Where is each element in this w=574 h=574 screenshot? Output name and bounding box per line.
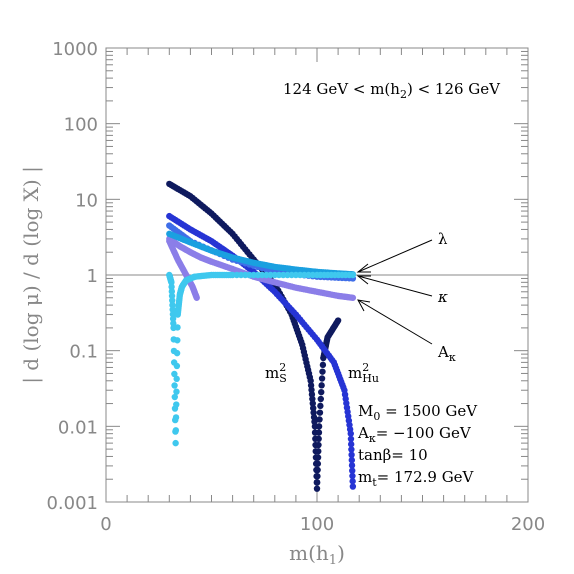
series-dot <box>314 466 321 474</box>
data-point <box>315 423 323 430</box>
series-dot <box>168 292 176 300</box>
data-point <box>349 483 357 490</box>
series-dot <box>348 446 355 453</box>
series-lambda_low <box>166 271 357 447</box>
series-dot <box>348 456 356 464</box>
series-dot <box>349 467 356 474</box>
series-dot <box>169 311 177 318</box>
series-dot <box>314 479 321 486</box>
series-dot <box>318 375 326 382</box>
series-dot <box>348 451 355 459</box>
series-dot <box>169 301 176 309</box>
label-mhu2: m2 Hu <box>348 361 379 385</box>
series-dot <box>347 441 355 448</box>
param-tanbeta: tanβ= 10 <box>358 446 428 464</box>
series-dot <box>168 288 176 295</box>
data-point <box>168 279 175 286</box>
series-dot <box>349 472 356 480</box>
series-dot <box>173 375 180 383</box>
series-dot <box>174 337 181 344</box>
tick-labels: 0.001 0.01 0.1 1 10 100 1000 0 100 200 <box>46 39 545 535</box>
data-point <box>349 271 357 279</box>
x-tick-label: 200 <box>511 514 545 535</box>
label-ms2: m2 S <box>265 361 287 385</box>
series-dot <box>170 320 177 327</box>
series-dot <box>315 448 322 455</box>
series-dot <box>316 416 323 423</box>
x-tick-label: 0 <box>100 514 111 535</box>
series-dot <box>315 441 322 449</box>
series-dot <box>317 402 324 410</box>
series-dot <box>319 361 327 369</box>
series-dot <box>315 429 323 436</box>
y-tick-label: 100 <box>64 115 98 136</box>
series-dot <box>171 370 178 378</box>
param-m0: M0 = 1500 GeV <box>358 402 478 423</box>
series-dot <box>173 401 180 408</box>
series-dot <box>314 454 322 461</box>
series-dot <box>314 460 322 467</box>
y-tick-label: 10 <box>75 190 98 211</box>
data-point <box>347 430 354 437</box>
series-dot <box>318 382 325 389</box>
series-dot <box>349 478 356 485</box>
data-point <box>334 317 342 324</box>
series-dot <box>315 435 322 443</box>
series-dot <box>319 368 326 375</box>
series-dot <box>316 409 324 416</box>
arrow-kappa <box>356 275 433 297</box>
plot-area: 0.001 0.01 0.1 1 10 100 1000 0 100 200 <box>46 39 545 535</box>
x-axis-title: m(h1) <box>289 541 345 568</box>
series-dot <box>172 427 180 434</box>
y-tick-label: 1 <box>87 266 98 287</box>
series-dot <box>173 362 181 370</box>
y-tick-label: 0.1 <box>69 342 98 363</box>
data-point <box>349 294 357 301</box>
data-point <box>193 294 200 301</box>
series-dot <box>173 349 181 357</box>
series-dot <box>314 473 321 480</box>
y-axis-title: | d (log μ) / d (log X) | <box>19 166 44 384</box>
series-dot <box>172 414 180 421</box>
arrow-a-kappa <box>357 299 433 345</box>
series-dot <box>173 388 180 395</box>
series-dot <box>318 388 325 396</box>
series-dot <box>171 382 178 389</box>
param-akappa: Aκ= −100 GeV <box>357 424 472 445</box>
data-point <box>172 439 179 447</box>
label-kappa: κ <box>437 288 448 306</box>
annotation-top: 124 GeV < m(h2) < 126 GeV <box>283 80 501 101</box>
series-kappa <box>166 235 357 301</box>
series-dot <box>348 462 356 469</box>
series-dot <box>168 283 175 291</box>
y-tick-label: 1000 <box>52 39 98 60</box>
series-layer <box>166 180 357 492</box>
series-dot <box>174 324 181 331</box>
label-lambda: λ <box>438 230 448 248</box>
series-dot <box>347 435 355 443</box>
param-mt: mt= 172.9 GeV <box>358 468 475 489</box>
series-dot <box>169 315 177 322</box>
x-tick-label: 100 <box>300 514 334 535</box>
y-tick-label: 0.001 <box>46 493 98 514</box>
y-tick-label: 0.01 <box>58 417 98 438</box>
data-point <box>313 485 321 492</box>
arrow-lambda <box>356 239 433 273</box>
label-a-kappa: Aκ <box>437 343 456 364</box>
series-dot <box>171 393 178 401</box>
series-dot <box>317 395 324 403</box>
series-dot <box>169 297 176 304</box>
series-dot <box>169 306 176 313</box>
axis-ticks <box>105 47 529 503</box>
